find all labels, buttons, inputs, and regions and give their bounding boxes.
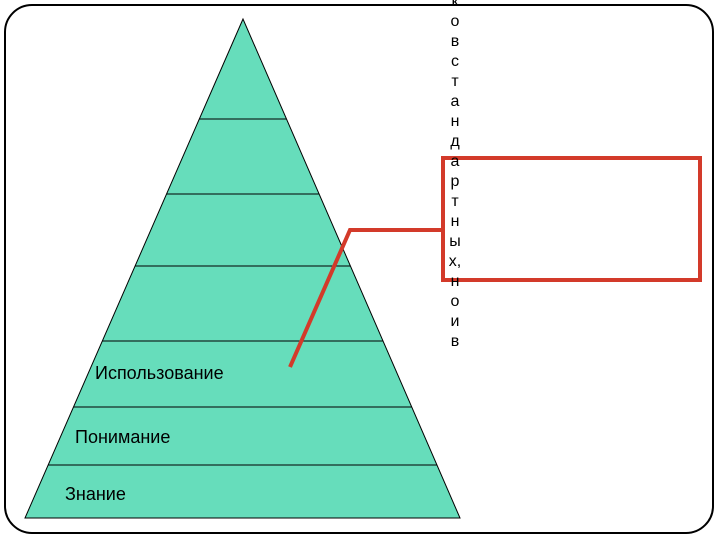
pyramid-label-use: Использование (95, 363, 224, 384)
vertical-text-column: ко в стандартных, но и в (448, 0, 462, 352)
pyramid-label-understanding: Понимание (75, 427, 170, 448)
diagram-svg (0, 0, 720, 540)
pyramid-label-knowledge: Знание (65, 484, 126, 505)
